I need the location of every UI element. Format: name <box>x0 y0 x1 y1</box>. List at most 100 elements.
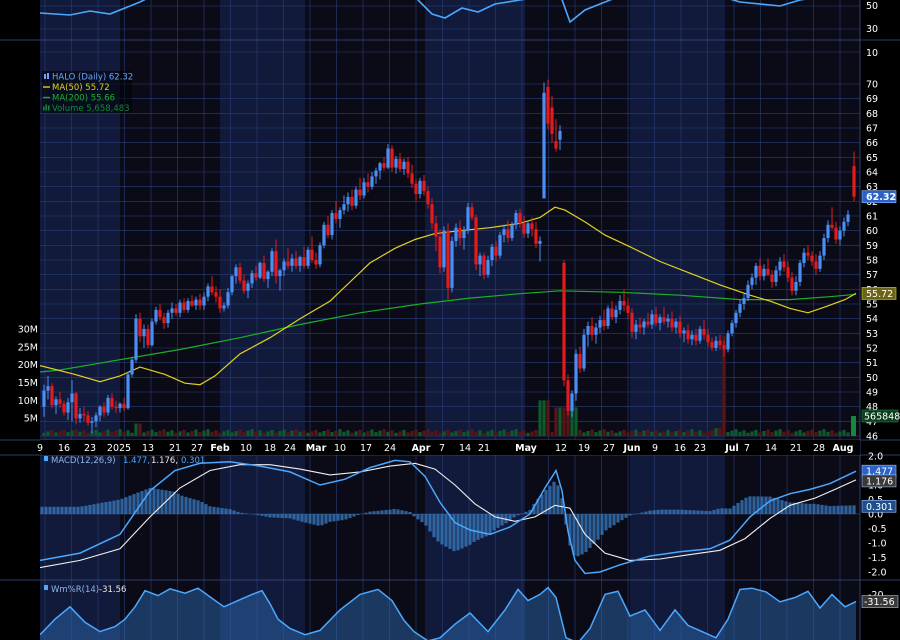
macd-histogram-bar <box>392 508 396 514</box>
candle-body <box>166 312 170 324</box>
volume-bar <box>250 429 254 436</box>
candlesticks <box>42 79 856 434</box>
macd-histogram-bar <box>808 503 812 514</box>
candle-body <box>210 286 214 293</box>
candle-body <box>642 321 646 328</box>
volume-bar <box>510 430 514 436</box>
volume-bar <box>222 431 226 436</box>
macd-histogram-bar <box>660 509 664 514</box>
macd-histogram-bar <box>44 506 48 514</box>
volume-bar <box>330 432 334 436</box>
macd-histogram-bar <box>456 514 460 551</box>
macd-histogram-bar <box>124 497 128 514</box>
volume-bar <box>486 431 490 436</box>
macd-histogram-bar <box>628 514 632 516</box>
price-tick: 61 <box>866 212 878 223</box>
volume-bar <box>42 432 46 436</box>
macd-histogram-bar <box>520 513 524 514</box>
volume-bar <box>226 429 230 436</box>
date-tick: 24 <box>384 443 396 454</box>
macd-histogram-bar <box>844 505 848 514</box>
volume-bar <box>362 432 366 436</box>
macd-histogram-bar <box>792 502 796 514</box>
macd-histogram-bar <box>52 506 56 514</box>
volume-bar <box>338 429 342 436</box>
macd-histogram-bar <box>672 509 676 514</box>
macd-histogram-bar <box>668 509 672 514</box>
candle-body <box>374 170 378 177</box>
volume-bar <box>830 430 834 436</box>
price-tick: 50 <box>866 373 878 384</box>
date-tick: Jul <box>724 443 739 454</box>
candle-body <box>246 283 250 291</box>
macd-tick: -1.0 <box>868 539 887 550</box>
macd-histogram-bar <box>184 496 188 514</box>
volume-bar <box>426 429 430 436</box>
macd-histogram-bar <box>100 502 104 514</box>
volume-bar <box>554 407 558 436</box>
candle-body <box>574 353 578 394</box>
macd-histogram-bar <box>264 514 268 517</box>
candle-body <box>138 318 142 337</box>
candle-body <box>686 330 690 340</box>
volume-bar <box>558 407 562 436</box>
candle-body <box>66 402 70 413</box>
volume-bar <box>214 430 218 436</box>
macd-histogram-bar <box>128 495 132 514</box>
macd-histogram-bar <box>576 514 580 557</box>
candle-body <box>606 308 610 326</box>
macd-histogram-bar <box>708 511 712 514</box>
candle-body <box>622 301 626 306</box>
macd-histogram-bar <box>464 514 468 547</box>
volume-bar <box>754 429 758 436</box>
volume-bar <box>550 432 554 436</box>
candle-body <box>382 163 386 168</box>
volume-bar <box>346 430 350 436</box>
macd-legend-entry: MACD(12,26,9) <box>51 456 116 466</box>
volume-bar <box>802 432 806 436</box>
macd-histogram-bar <box>388 509 392 514</box>
macd-legend-entry: 0.301 <box>181 456 205 466</box>
macd-histogram-bar <box>692 510 696 514</box>
volume-bar <box>478 430 482 436</box>
candle-body <box>758 265 762 277</box>
volume-bar <box>86 432 90 436</box>
macd-histogram-bar <box>580 514 584 555</box>
volume-bar <box>406 432 410 436</box>
volume-bar <box>146 431 150 436</box>
candle-body <box>338 210 342 219</box>
volume-bar <box>450 432 454 436</box>
macd-histogram-bar <box>220 508 224 514</box>
volume-bar <box>286 432 290 436</box>
macd-histogram-bar <box>376 510 380 514</box>
volume-bar <box>430 431 434 436</box>
candle-body <box>618 301 622 310</box>
macd-histogram-bar <box>88 504 92 514</box>
candle-icon <box>47 73 49 79</box>
volume-bar <box>698 430 702 436</box>
volume-bar <box>302 430 306 436</box>
candle-body <box>570 393 574 412</box>
macd-histogram-bar <box>412 514 416 517</box>
volume-bar <box>278 431 282 436</box>
volume-bar <box>342 431 346 436</box>
candle-body <box>346 196 350 205</box>
candle-body <box>122 403 126 409</box>
volume-bar <box>606 431 610 436</box>
macd-histogram-bar <box>92 504 96 514</box>
date-tick: 2025 <box>107 443 131 454</box>
candle-body <box>526 223 530 234</box>
macd-histogram-bar <box>500 514 504 526</box>
macd-histogram-bar <box>368 511 372 514</box>
macd-histogram-bar <box>848 505 852 514</box>
macd-histogram-bar <box>436 514 440 542</box>
candle-body <box>302 257 306 266</box>
candle-body <box>718 340 722 346</box>
macd-histogram-bar <box>224 508 228 514</box>
candle-body <box>146 328 150 346</box>
candle-body <box>838 230 842 240</box>
candle-body <box>826 224 830 238</box>
volume-bar <box>174 432 178 436</box>
volume-bar <box>538 400 542 436</box>
